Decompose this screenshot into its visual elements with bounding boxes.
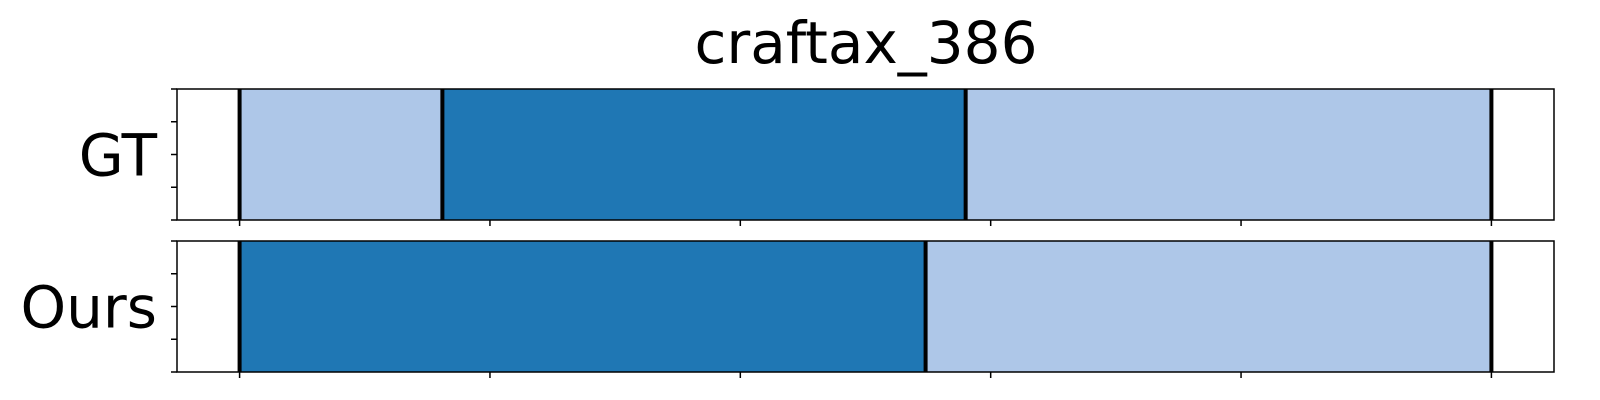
- row-label-gt: GT: [79, 122, 158, 190]
- segment-gt-0: [239, 89, 443, 220]
- chart-rows: GT Ours: [21, 88, 1555, 378]
- segment-ours-0: [239, 241, 926, 372]
- segment-gt-2: [965, 89, 1492, 220]
- chart-title: craftax_386: [695, 9, 1038, 77]
- row-ours: Ours: [21, 240, 1555, 378]
- row-label-ours: Ours: [21, 274, 157, 342]
- segment-gt-1: [442, 89, 966, 220]
- row-gt: GT: [79, 88, 1555, 226]
- segment-ours-1: [925, 241, 1492, 372]
